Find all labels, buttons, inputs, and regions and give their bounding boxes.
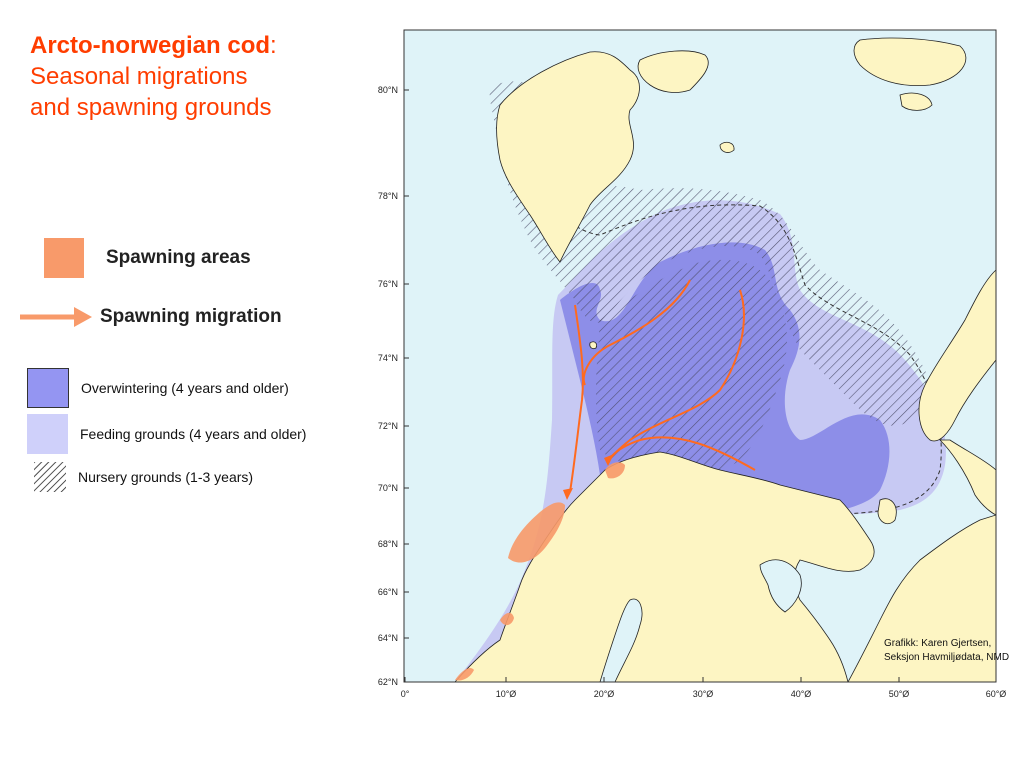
title-line-2: Seasonal migrations <box>30 63 248 90</box>
nursery-hatch-icon <box>34 462 66 492</box>
legend-feeding: Feeding grounds (4 years and older) <box>27 414 306 454</box>
spawning-swatch-icon <box>44 238 84 278</box>
lon-tick-label: 10°Ø <box>496 689 517 699</box>
title-colon: : <box>270 32 277 59</box>
nursery-grounds-lower <box>595 259 787 475</box>
legend-spawning-migration: Spawning migration <box>18 304 282 330</box>
map-credit-line-2: Seksjon Havmiljødata, NMD <box>884 652 1009 663</box>
legend-overwintering: Overwintering (4 years and older) <box>27 368 289 408</box>
map-credit-line-1: Grafikk: Karen Gjertsen, <box>884 638 991 649</box>
latitude-axis: 80°N 78°N 76°N 74°N 72°N 70°N 68°N 66°N 64°N 62°N <box>378 85 409 687</box>
feeding-swatch-icon <box>27 414 68 454</box>
title-line-3: and spawning grounds <box>30 94 272 121</box>
spawning-south <box>455 668 474 681</box>
migration-arrowhead-west <box>563 488 573 500</box>
lat-tick-label: 62°N <box>378 677 398 687</box>
land-novaya-zemlya <box>918 269 996 442</box>
lat-tick-label: 74°N <box>378 353 398 363</box>
migration-arrow-north <box>582 279 691 386</box>
land-franz-josef-2 <box>899 92 933 111</box>
legend-nursery: Nursery grounds (1-3 years) <box>34 462 253 492</box>
gulf-of-bothnia <box>599 598 643 682</box>
lon-tick-label: 50°Ø <box>889 689 910 699</box>
map-legend: Spawning areas Spawning migration Overwi… <box>0 0 370 520</box>
migration-arrow-icon <box>20 307 92 327</box>
overwintering-swatch-icon <box>27 368 69 408</box>
longitude-axis: 0° 10°Ø 20°Ø 30°Ø 40°Ø 50°Ø 60°Ø <box>401 677 1007 699</box>
lat-tick-label: 70°N <box>378 483 398 493</box>
migration-arrow-east <box>609 436 756 471</box>
title-species: Arcto-norwegian cod <box>30 32 271 59</box>
legend-spawning-areas: Spawning areas <box>44 238 251 278</box>
land-bear-island <box>589 341 597 350</box>
lon-tick-label: 20°Ø <box>594 689 615 699</box>
legend-spawning-areas-label: Spawning areas <box>106 247 251 268</box>
page-title: Arcto-norwegian cod: Seasonal migrations… <box>30 30 370 123</box>
land-kolguyev <box>877 498 897 525</box>
lat-tick-label: 64°N <box>378 633 398 643</box>
legend-feeding-label: Feeding grounds (4 years and older) <box>80 426 307 442</box>
land-svalbard <box>496 51 640 263</box>
legend-overwintering-label: Overwintering (4 years and older) <box>81 380 289 396</box>
land-nordaustlandet <box>637 50 709 93</box>
legend-spawning-migration-label: Spawning migration <box>100 306 282 327</box>
stock-boundary <box>509 174 942 520</box>
land-franz-josef <box>853 37 967 86</box>
lon-tick-label: 0° <box>401 689 410 699</box>
migration-arrow-west <box>569 304 584 493</box>
land-kvitoya <box>719 141 735 153</box>
spawning-more <box>500 612 514 626</box>
lon-tick-label: 40°Ø <box>791 689 812 699</box>
spawning-finnmark <box>605 462 625 479</box>
spawning-lofoten <box>508 502 565 563</box>
lon-tick-label: 60°Ø <box>986 689 1007 699</box>
lon-tick-label: 30°Ø <box>693 689 714 699</box>
migration-arrowhead-east <box>604 454 614 466</box>
map-frame <box>403 29 997 683</box>
lat-tick-label: 68°N <box>378 539 398 549</box>
white-sea <box>759 559 802 613</box>
lat-tick-label: 76°N <box>378 279 398 289</box>
land-russia-east <box>847 514 996 682</box>
lat-tick-label: 80°N <box>378 85 398 95</box>
legend-nursery-label: Nursery grounds (1-3 years) <box>78 469 254 485</box>
nursery-grounds-region <box>489 81 931 426</box>
lat-tick-label: 66°N <box>378 587 398 597</box>
land-vaygach <box>939 439 996 516</box>
lat-tick-label: 78°N <box>378 191 398 201</box>
lat-tick-label: 72°N <box>378 421 398 431</box>
